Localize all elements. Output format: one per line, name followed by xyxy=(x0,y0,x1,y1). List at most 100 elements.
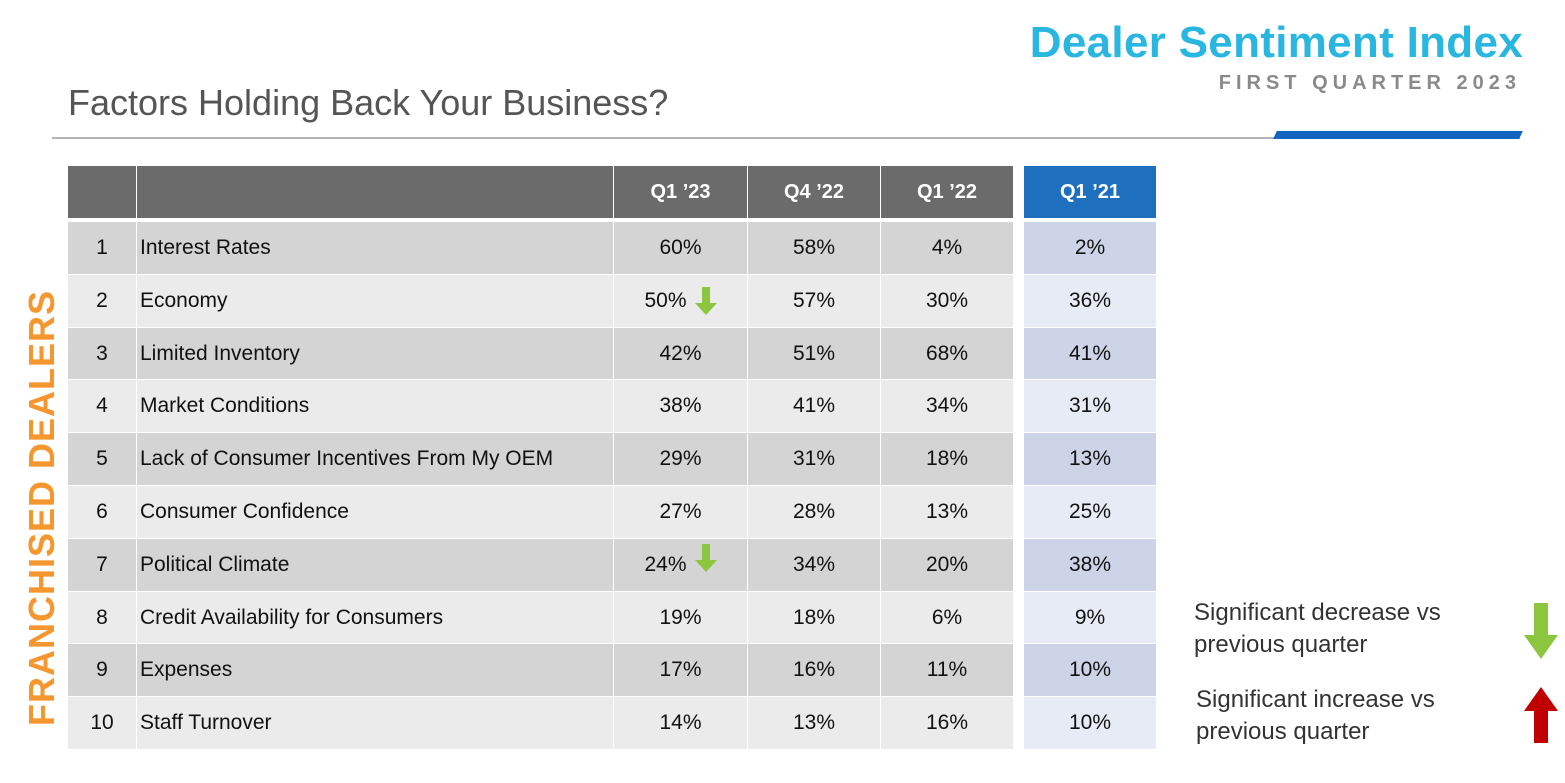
cell-q1_21-value: 9% xyxy=(1074,605,1106,629)
cell-q1_21-value: 38% xyxy=(1068,553,1112,576)
cell-q1_22-value: 30% xyxy=(925,289,969,312)
cell-q1_21-value: 31% xyxy=(1068,394,1112,417)
cell-q1_21: 10% xyxy=(1024,697,1156,749)
legend-decrease-line-2: previous quarter xyxy=(1194,631,1368,658)
cell-q1_23: 38% xyxy=(614,380,747,432)
cell-q4_22-value: 31% xyxy=(792,447,836,470)
cell-q4_22: 31% xyxy=(748,433,880,485)
brand-title: Dealer Sentiment Index xyxy=(1029,18,1523,67)
cell-q1_23-value: 50% xyxy=(644,289,687,312)
cell-rank-value: 6 xyxy=(96,500,108,523)
cell-q4_22-value: 16% xyxy=(792,658,836,681)
cell-q1_22-value: 16% xyxy=(925,711,969,734)
cell-q1_22-value: 34% xyxy=(925,394,969,417)
cell-factor: Staff Turnover xyxy=(137,697,613,749)
cell-q1_23: 29% xyxy=(614,433,747,485)
cell-q1_21-value: 10% xyxy=(1068,658,1112,681)
cell-rank: 4 xyxy=(68,380,136,432)
cell-q1_22: 18% xyxy=(881,433,1013,485)
cell-q4_22-value: 57% xyxy=(792,289,836,312)
header-cell-q1_21: Q1 ’21 xyxy=(1024,166,1156,218)
cell-q4_22-value: 13% xyxy=(792,711,836,734)
cell-rank-value: 1 xyxy=(96,236,108,259)
cell-q1_22-value: 6% xyxy=(931,605,963,629)
legend-decrease-line-1: Significant decrease vs xyxy=(1194,599,1441,626)
cell-rank: 7 xyxy=(68,539,136,591)
cell-factor: Limited Inventory xyxy=(137,328,613,379)
cell-q1_23-value: 60% xyxy=(659,236,702,259)
cell-rank-value: 4 xyxy=(96,394,108,417)
cell-q1_23: 14% xyxy=(614,697,747,749)
cell-q4_22-value: 18% xyxy=(792,605,836,629)
cell-rank: 6 xyxy=(68,486,136,538)
cell-rank-value: 5 xyxy=(96,447,108,470)
cell-factor: Market Conditions xyxy=(137,380,613,432)
cell-q1_21-value: 2% xyxy=(1074,236,1106,259)
cell-q1_23: 42% xyxy=(614,328,747,379)
cell-rank: 8 xyxy=(68,592,136,643)
cell-q1_23: 24% xyxy=(614,539,747,591)
cell-q4_22-value: 58% xyxy=(792,236,836,259)
cell-q4_22: 57% xyxy=(748,275,880,327)
header-rule-accent xyxy=(1273,131,1523,139)
cell-q1_22-value: 13% xyxy=(925,500,969,523)
cell-q1_22-value: 20% xyxy=(925,553,969,576)
cell-q1_22-value: 4% xyxy=(931,236,963,259)
cell-q1_21: 10% xyxy=(1024,644,1156,696)
header-cell-rank xyxy=(68,166,136,218)
cell-factor-value: Staff Turnover xyxy=(140,711,272,734)
cell-factor-value: Lack of Consumer Incentives From My OEM xyxy=(140,447,554,470)
cell-q4_22: 13% xyxy=(748,697,880,749)
down-arrow-icon xyxy=(694,287,717,315)
cell-q1_23-value: 42% xyxy=(659,341,702,365)
cell-q1_23-value: 27% xyxy=(659,500,702,523)
cell-rank: 5 xyxy=(68,433,136,485)
header-rule xyxy=(52,137,1520,139)
cell-rank-value: 8 xyxy=(96,605,108,629)
cell-q1_22: 13% xyxy=(881,486,1013,538)
header-cell-factor xyxy=(137,166,613,218)
cell-q4_22-value: 34% xyxy=(792,553,836,576)
cell-factor-value: Market Conditions xyxy=(140,394,310,417)
up-arrow-icon xyxy=(1524,687,1558,743)
cell-q1_21: 9% xyxy=(1024,592,1156,643)
cell-factor: Interest Rates xyxy=(137,222,613,274)
cell-q4_22: 28% xyxy=(748,486,880,538)
cell-q1_22-value: 18% xyxy=(925,447,969,470)
cell-q4_22: 18% xyxy=(748,592,880,643)
cell-rank: 2 xyxy=(68,275,136,327)
cell-rank: 10 xyxy=(68,697,136,749)
cell-q1_23: 50% xyxy=(614,275,747,327)
brand-subtitle: FIRST QUARTER 2023 xyxy=(1218,72,1521,94)
cell-q1_21: 2% xyxy=(1024,222,1156,274)
cell-q1_22: 68% xyxy=(881,328,1013,379)
cell-q1_23-value: 24% xyxy=(644,553,687,576)
cell-q1_23: 27% xyxy=(614,486,747,538)
cell-factor: Consumer Confidence xyxy=(137,486,613,538)
cell-q4_22: 41% xyxy=(748,380,880,432)
cell-rank: 1 xyxy=(68,222,136,274)
cell-q1_21: 25% xyxy=(1024,486,1156,538)
cell-factor: Expenses xyxy=(137,644,613,696)
cell-q1_21: 41% xyxy=(1024,328,1156,379)
cell-q1_21-value: 25% xyxy=(1068,500,1112,523)
header-cell-q1_23: Q1 ’23 xyxy=(614,166,747,218)
cell-factor: Lack of Consumer Incentives From My OEM xyxy=(137,433,613,485)
cell-q1_22-value: 68% xyxy=(925,341,969,365)
legend-decrease-text: Significant decrease vs previous quarter xyxy=(1194,597,1441,661)
cell-q1_23: 17% xyxy=(614,644,747,696)
cell-q1_21-value: 41% xyxy=(1068,341,1112,365)
cell-factor-value: Credit Availability for Consumers xyxy=(140,605,444,629)
cell-q1_21: 36% xyxy=(1024,275,1156,327)
cell-factor-value: Expenses xyxy=(140,658,233,681)
cell-factor-value: Consumer Confidence xyxy=(140,500,349,523)
cell-q1_21: 13% xyxy=(1024,433,1156,485)
cell-rank-value: 10 xyxy=(90,711,114,734)
cell-q1_23-value: 14% xyxy=(659,711,702,734)
side-label: FRANCHISED DEALERS xyxy=(21,289,62,727)
cell-rank: 3 xyxy=(68,328,136,379)
cell-factor-value: Limited Inventory xyxy=(140,341,300,365)
cell-q4_22: 16% xyxy=(748,644,880,696)
cell-factor-value: Economy xyxy=(140,289,228,312)
cell-q1_22: 20% xyxy=(881,539,1013,591)
